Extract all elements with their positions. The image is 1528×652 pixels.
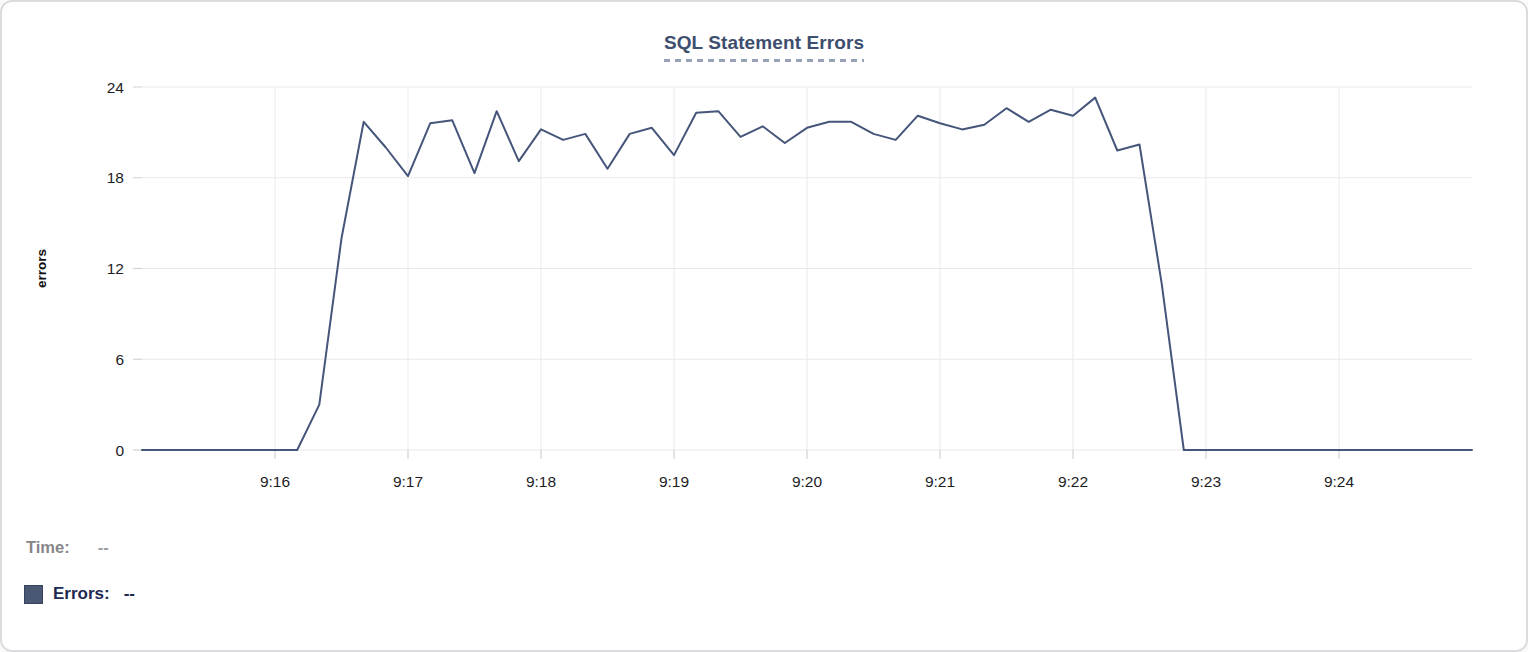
y-tick-label: 0 xyxy=(115,442,124,459)
y-tick-label: 12 xyxy=(107,260,124,277)
x-tick-label: 9:23 xyxy=(1191,473,1221,490)
x-tick-label: 9:16 xyxy=(260,473,290,490)
errors-series-swatch xyxy=(24,585,43,604)
x-tick-label: 9:24 xyxy=(1324,473,1355,490)
x-tick-label: 9:17 xyxy=(393,473,423,490)
x-tick-label: 9:22 xyxy=(1058,473,1088,490)
x-tick-label: 9:19 xyxy=(659,473,689,490)
y-tick-label: 24 xyxy=(107,79,125,96)
x-tick-label: 9:20 xyxy=(792,473,823,490)
legend-errors-value: -- xyxy=(124,584,135,604)
legend-errors-label: Errors: xyxy=(53,584,110,604)
chart-card: SQL Statement Errors 061218249:169:179:1… xyxy=(0,0,1528,652)
hover-time-value: -- xyxy=(98,538,109,557)
y-tick-label: 6 xyxy=(115,351,124,368)
y-axis-title: errors xyxy=(34,249,49,288)
x-tick-label: 9:21 xyxy=(925,473,955,490)
errors-line-chart[interactable]: 0 6 12 18 24 9:16 9:17 9:18 9:19 9:20 9:21 9:22 9:23… xyxy=(2,2,1528,652)
hover-time-label: Time: xyxy=(26,538,70,557)
hover-readout-time-row: Time: -- xyxy=(26,538,109,557)
x-tick-label: 9:18 xyxy=(526,473,556,490)
y-tick-label: 18 xyxy=(107,169,124,186)
legend-errors-row: Errors: -- xyxy=(24,584,135,604)
